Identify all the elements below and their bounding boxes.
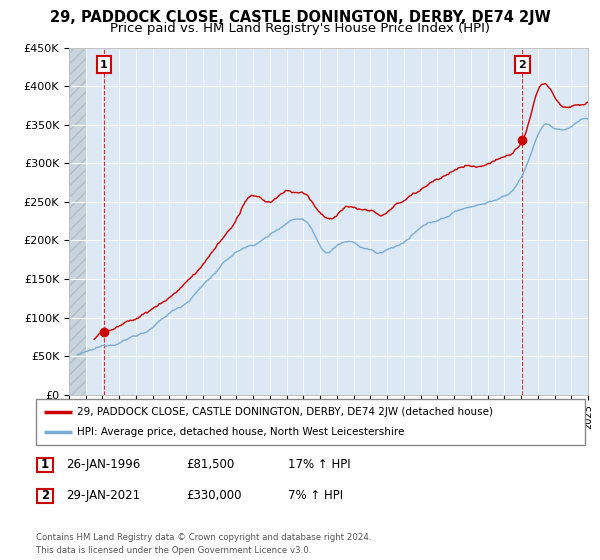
Text: £330,000: £330,000	[186, 489, 241, 502]
Text: 29, PADDOCK CLOSE, CASTLE DONINGTON, DERBY, DE74 2JW (detached house): 29, PADDOCK CLOSE, CASTLE DONINGTON, DER…	[77, 407, 493, 417]
Text: 1: 1	[100, 59, 107, 69]
Text: 2: 2	[518, 59, 526, 69]
Text: 26-JAN-1996: 26-JAN-1996	[66, 458, 140, 472]
Text: £81,500: £81,500	[186, 458, 234, 472]
Text: 2: 2	[41, 489, 49, 502]
Text: 17% ↑ HPI: 17% ↑ HPI	[288, 458, 350, 472]
Text: 29-JAN-2021: 29-JAN-2021	[66, 489, 140, 502]
Text: HPI: Average price, detached house, North West Leicestershire: HPI: Average price, detached house, Nort…	[77, 427, 404, 437]
Text: This data is licensed under the Open Government Licence v3.0.: This data is licensed under the Open Gov…	[36, 546, 311, 555]
Text: 7% ↑ HPI: 7% ↑ HPI	[288, 489, 343, 502]
Bar	[69, 48, 86, 395]
Text: 1: 1	[41, 458, 49, 472]
Text: 29, PADDOCK CLOSE, CASTLE DONINGTON, DERBY, DE74 2JW: 29, PADDOCK CLOSE, CASTLE DONINGTON, DER…	[50, 10, 550, 25]
FancyBboxPatch shape	[37, 458, 53, 472]
Text: Price paid vs. HM Land Registry's House Price Index (HPI): Price paid vs. HM Land Registry's House …	[110, 22, 490, 35]
FancyBboxPatch shape	[37, 488, 53, 503]
Text: Contains HM Land Registry data © Crown copyright and database right 2024.: Contains HM Land Registry data © Crown c…	[36, 533, 371, 542]
